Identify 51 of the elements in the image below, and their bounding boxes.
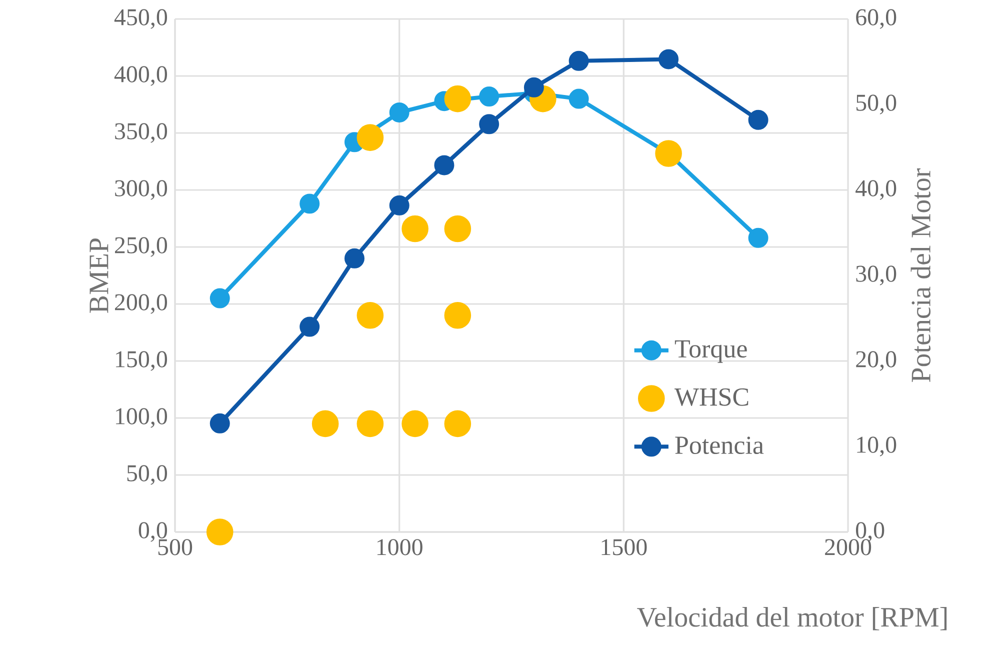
x-tick-label: 1500 <box>602 539 647 556</box>
point <box>402 215 428 242</box>
point <box>206 518 234 546</box>
y2-tick-label: 60,0 <box>856 9 896 29</box>
legend-label: Torque <box>674 340 747 363</box>
y-tick-label: 300,0 <box>115 180 168 200</box>
point <box>389 102 410 122</box>
point <box>356 410 384 438</box>
point <box>748 228 768 248</box>
y-tick-label: 50,0 <box>127 465 168 485</box>
point <box>210 413 230 434</box>
y2-tick-label: 40,0 <box>856 180 896 200</box>
y2-axis-title: Potencia del Motor <box>910 168 931 382</box>
x-tick-label: 1000 <box>377 539 422 556</box>
point <box>479 86 500 107</box>
y-tick-label: 350,0 <box>115 123 168 143</box>
point <box>300 194 320 214</box>
point <box>300 316 320 337</box>
point <box>568 88 589 109</box>
y-tick-label: 100,0 <box>116 408 168 428</box>
x-axis-title: Velocidad del motor [RPM] <box>637 607 947 630</box>
point <box>524 77 544 98</box>
point <box>479 114 500 134</box>
point <box>655 140 682 167</box>
legend-label: Potencia <box>675 436 764 454</box>
y-tick-label: 150,0 <box>116 351 168 371</box>
point <box>344 248 364 268</box>
point <box>444 85 472 112</box>
point <box>356 302 384 329</box>
point <box>389 195 410 216</box>
point <box>748 110 768 130</box>
point <box>312 410 339 438</box>
y-tick-label: 400,0 <box>114 66 168 86</box>
y-tick-label: 450,0 <box>114 9 168 29</box>
point <box>210 288 230 308</box>
point <box>444 215 472 242</box>
point <box>568 50 589 71</box>
y2-tick-label: 20,0 <box>856 351 896 371</box>
y2-tick-label: 10,0 <box>857 436 896 456</box>
y-axis-title: BMEP <box>90 238 108 313</box>
point <box>658 49 679 70</box>
point <box>434 155 454 176</box>
y-tick-label: 250,0 <box>115 237 168 257</box>
y2-tick-label: 30,0 <box>856 266 896 286</box>
point <box>444 410 472 438</box>
point <box>444 302 472 329</box>
y2-tick-label: 50,0 <box>856 94 896 114</box>
point <box>402 410 428 438</box>
legend-label: WHSC <box>674 388 748 406</box>
point <box>356 124 384 151</box>
y-tick-label: 200,0 <box>115 294 168 314</box>
